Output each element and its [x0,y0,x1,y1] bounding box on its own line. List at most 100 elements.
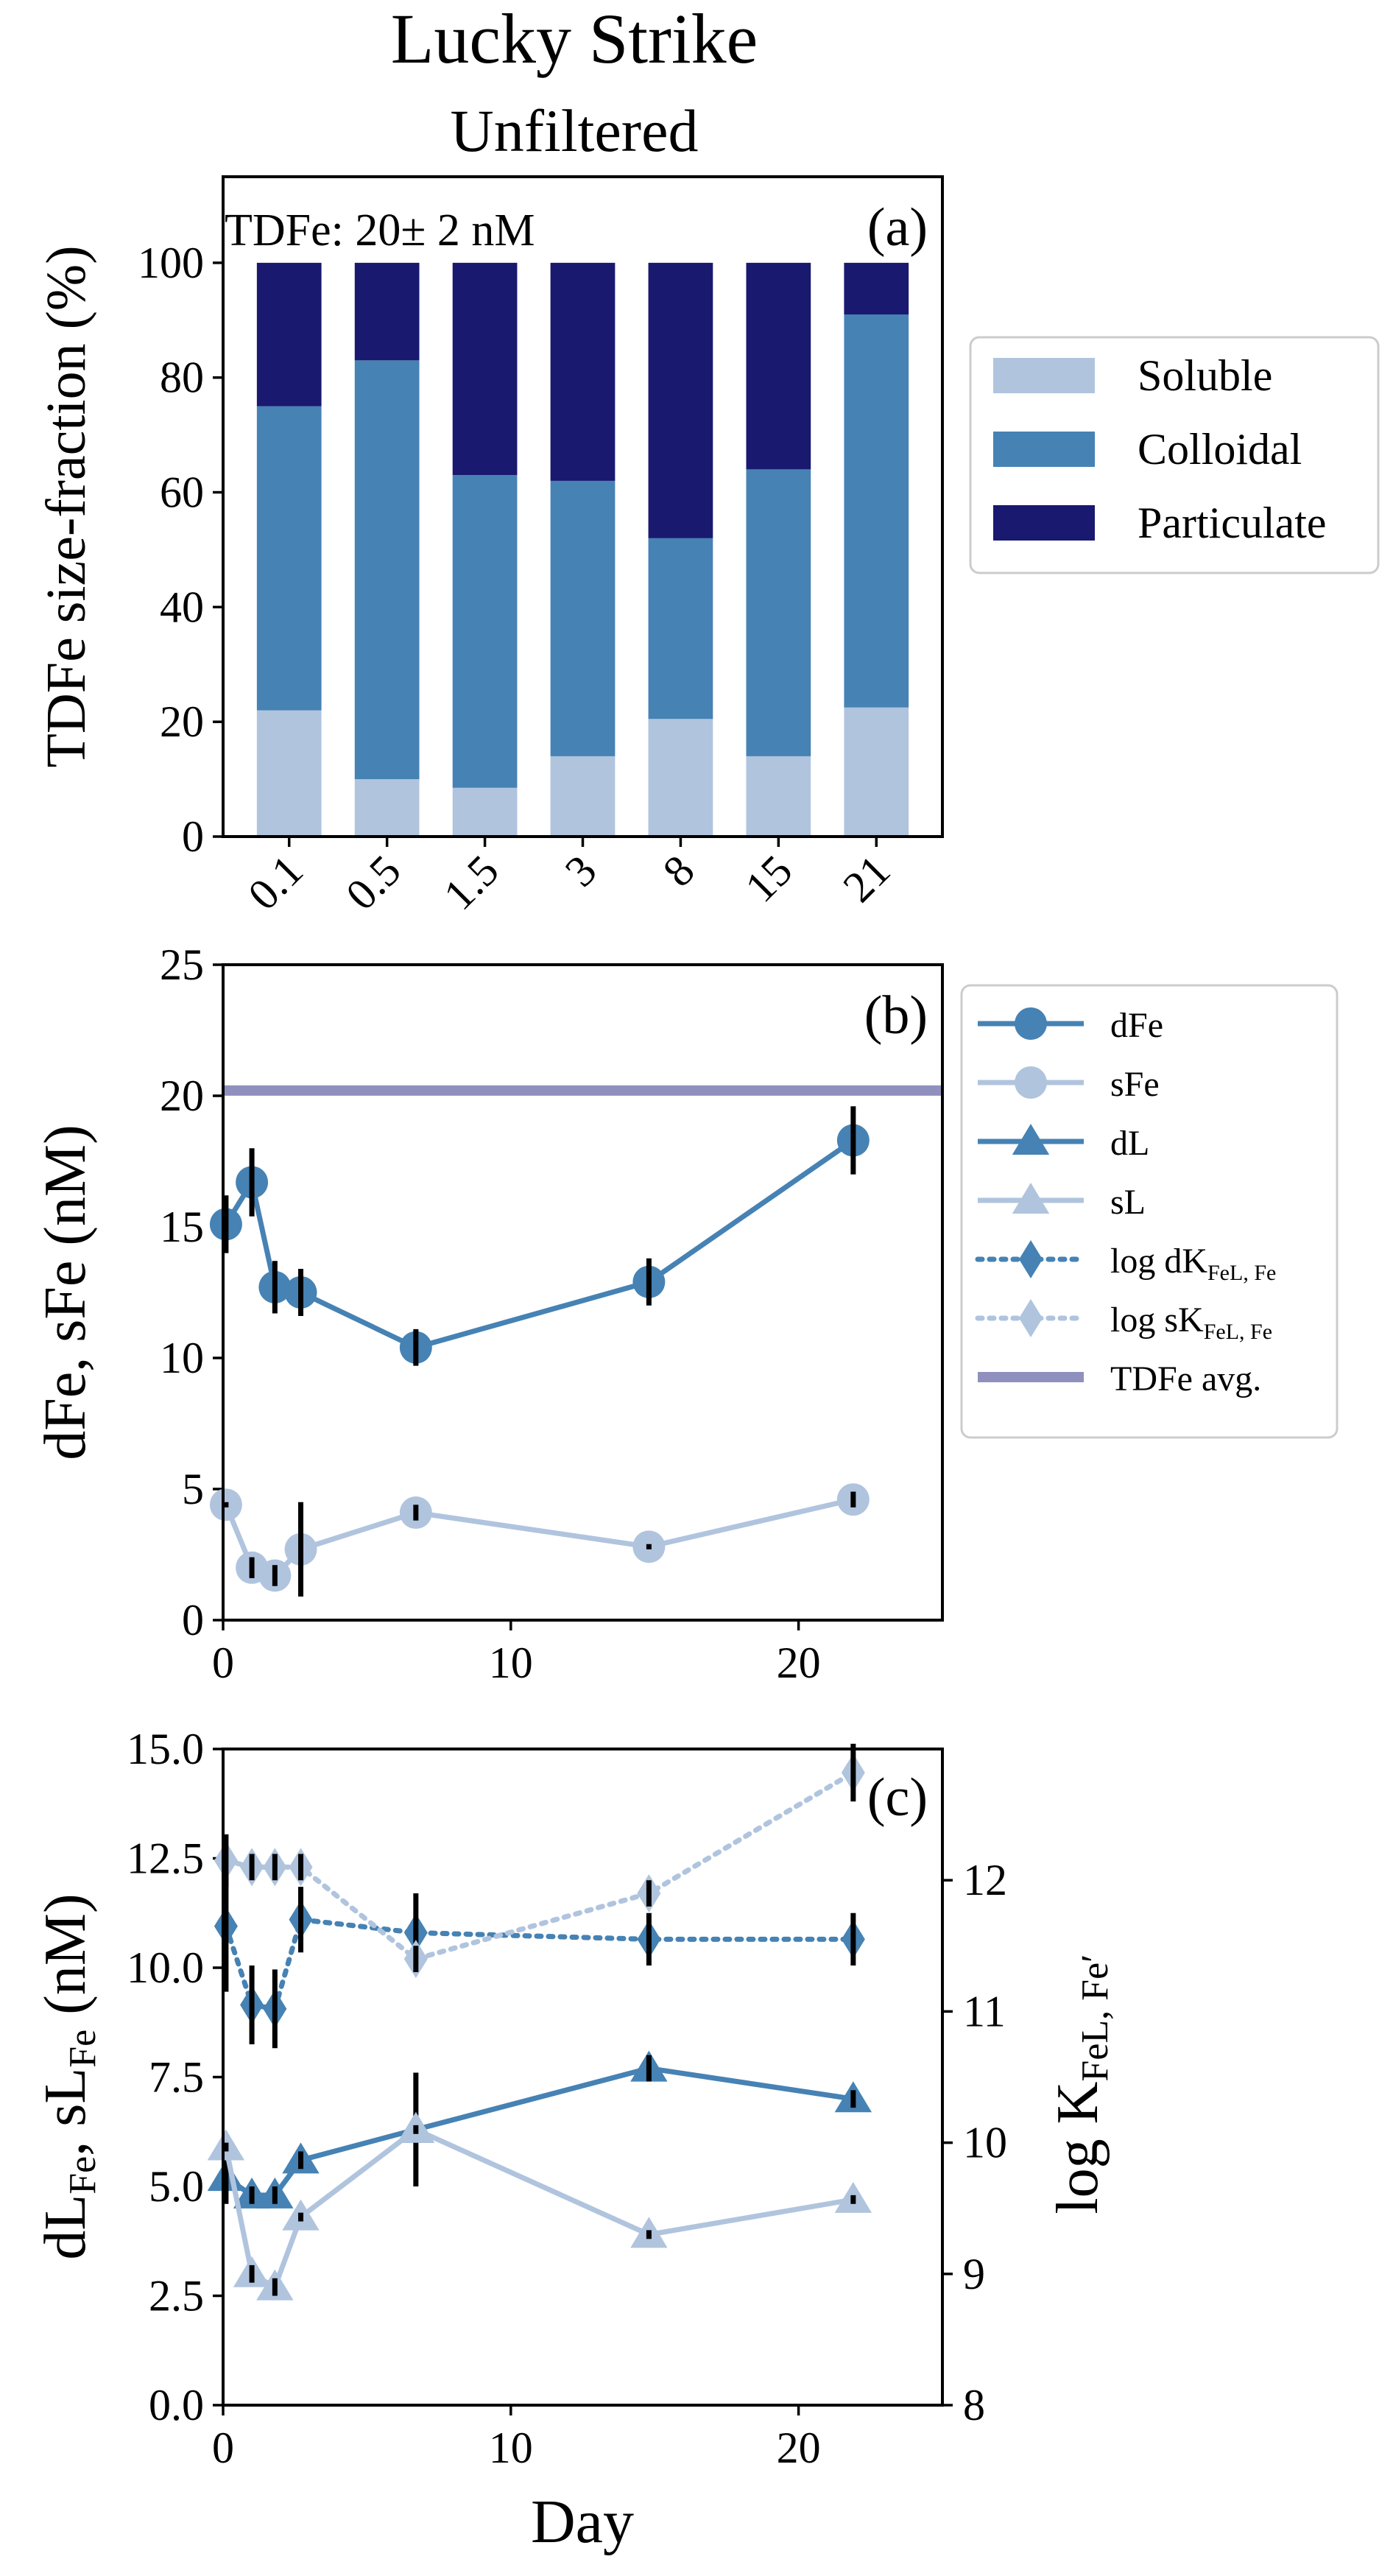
panel-a-legend: Soluble Colloidal Particulate [969,336,1380,574]
panel-c-y-axis-sep: , sL [33,2068,98,2156]
panel-c-y-axis-label-dl: dL [33,2195,98,2260]
panel-a-y-ticks: 0 20 40 60 80 100 [138,239,223,861]
bar-particulate-0.1 [256,262,322,407]
right-y-tick-label-9: 9 [963,2250,985,2298]
panel-c-x-ticks: 0 10 20 [212,2405,821,2472]
y-tick-label-25: 25 [160,940,204,989]
bar-particulate-8 [648,262,713,538]
series-sFe-line [223,1496,854,1579]
x-tick-label-0.5: 0.5 [336,846,410,920]
bar-colloidal-1.5 [452,475,518,788]
legend-soluble-label: Soluble [1138,351,1272,400]
legend-soluble-swatch [993,358,1095,393]
panel-c-x-axis-label: Day [531,2488,634,2556]
y-tick-label-7.5: 7.5 [149,2053,204,2102]
panel-a: 0 20 40 60 80 100 0.1 0.5 1.5 3 8 15 21 TDFe: 20± 2… [35,175,1380,920]
series-log-sK-line [223,1770,856,1962]
series-dFe-line [223,1138,855,1351]
bar-particulate-15 [746,262,811,470]
y-tick-label-5: 5.0 [149,2162,204,2211]
legend-marker-4 [1019,1240,1043,1278]
y-tick-label-5: 5 [182,1465,204,1513]
panel-c-y-axis-label: dLFe, sLFe (nM) [33,1893,104,2259]
figure-subtitle: Unfiltered [451,97,699,164]
right-y-tick-label-12: 12 [963,1856,1007,1904]
panel-b-frame [222,963,944,1622]
figure-title: Lucky Strike [391,0,758,78]
y-tick-label-15: 15.0 [127,1725,204,1773]
right-y-tick-label-11: 11 [963,1987,1006,2035]
y-tick-label-0: 0.0 [149,2381,204,2429]
x-tick-label-1.5: 1.5 [434,846,508,920]
panel-c-y-axis-sub-fe1: Fe [62,2156,104,2195]
panel-a-label: (a) [867,197,928,258]
y-tick-label-20: 20 [160,697,204,746]
y-tick-label-60: 60 [160,468,204,517]
bar-colloidal-3 [550,480,616,756]
bar-soluble-8 [648,719,713,837]
bar-soluble-0.1 [256,710,322,837]
panel-b-y-ticks: 0 5 10 15 20 25 [160,940,223,1644]
x-tick-label-0: 0 [212,1639,234,1687]
panel-b-y-axis-label: dFe, sFe (nM) [33,1125,98,1460]
y-tick-label-100: 100 [138,239,204,287]
legend-colloidal-swatch [993,432,1095,467]
y-tick-label-10: 10.0 [127,1943,204,1992]
y-tick-label-0: 0 [182,812,204,861]
x-tick-label-8: 8 [654,846,704,896]
legend-marker-1 [1015,1066,1047,1099]
bar-colloidal-21 [844,314,909,708]
legend-label-2: dL [1110,1124,1149,1163]
bar-colloidal-0.5 [354,360,420,780]
panel-b-series [209,1106,870,1597]
bar-soluble-21 [844,707,909,837]
bar-particulate-21 [844,262,909,314]
y-tick-label-0: 0 [182,1596,204,1644]
legend-particulate-label: Particulate [1138,499,1327,547]
y-tick-label-80: 80 [160,353,204,402]
legend-colloidal-label: Colloidal [1138,425,1302,474]
x-tick-label-20: 20 [777,2424,821,2472]
x-tick-label-21: 21 [833,846,899,912]
x-tick-label-10: 10 [489,1639,533,1687]
panel-b-legend: dFe sFe dL sL log dKFeL, Fe log sKFeL, Fe TDFe… [960,984,1339,1439]
panel-b-legend-items: dFe sFe dL sL log dKFeL, Fe log sKFeL, Fe TDFe… [975,1006,1276,1398]
panel-c-y-axis-sub-fe2: Fe [62,2030,104,2068]
bar-colloidal-15 [746,469,811,756]
panel-b-legend-frame [960,984,1339,1439]
panel-b-label: (b) [864,985,928,1046]
legend-marker-5 [1019,1299,1043,1337]
legend-particulate-swatch [993,505,1095,541]
panel-a-frame [222,175,944,838]
y-tick-label-10: 10 [160,1334,204,1382]
bar-particulate-3 [550,262,616,481]
panel-c-series [207,1743,872,2301]
panel-b: 0 5 10 15 20 25 0 10 20 (b) dFe, sFe (nM) dFe sF… [33,940,1339,1687]
series-log-dK-line [223,1916,856,2012]
legend-label-5: log sKFeL, Fe [1110,1301,1272,1344]
panel-c-frame [222,1748,944,2407]
bar-colloidal-0.1 [256,406,322,711]
y-tick-label-2.5: 2.5 [149,2272,204,2320]
legend-marker-0 [1015,1007,1047,1040]
y-tick-label-12.5: 12.5 [127,1834,204,1883]
legend-label-3: sL [1110,1183,1146,1222]
x-tick-label-15: 15 [736,846,801,912]
legend-label-4: log dKFeL, Fe [1110,1242,1276,1285]
right-y-tick-label-8: 8 [963,2381,985,2429]
x-tick-label-3: 3 [556,846,606,896]
panel-c-right-y-axis-label: log KFeL, Fe′ [1045,1954,1116,2214]
right-y-tick-label-10: 10 [963,2119,1007,2167]
x-tick-label-10: 10 [489,2424,533,2472]
panel-b-x-ticks: 0 10 20 [212,1620,821,1687]
legend-marker-2 [1012,1124,1050,1155]
x-tick-label-0.1: 0.1 [239,846,312,920]
bar-particulate-1.5 [452,262,518,476]
panel-c-y-ticks: 0.0 2.5 5.0 7.5 10.0 12.5 15.0 [127,1725,223,2429]
legend-label-6: TDFe avg. [1110,1359,1261,1398]
legend-marker-3 [1012,1183,1050,1214]
bar-soluble-15 [746,756,811,837]
panel-a-y-axis-label: TDFe size-fraction (%) [35,245,97,767]
